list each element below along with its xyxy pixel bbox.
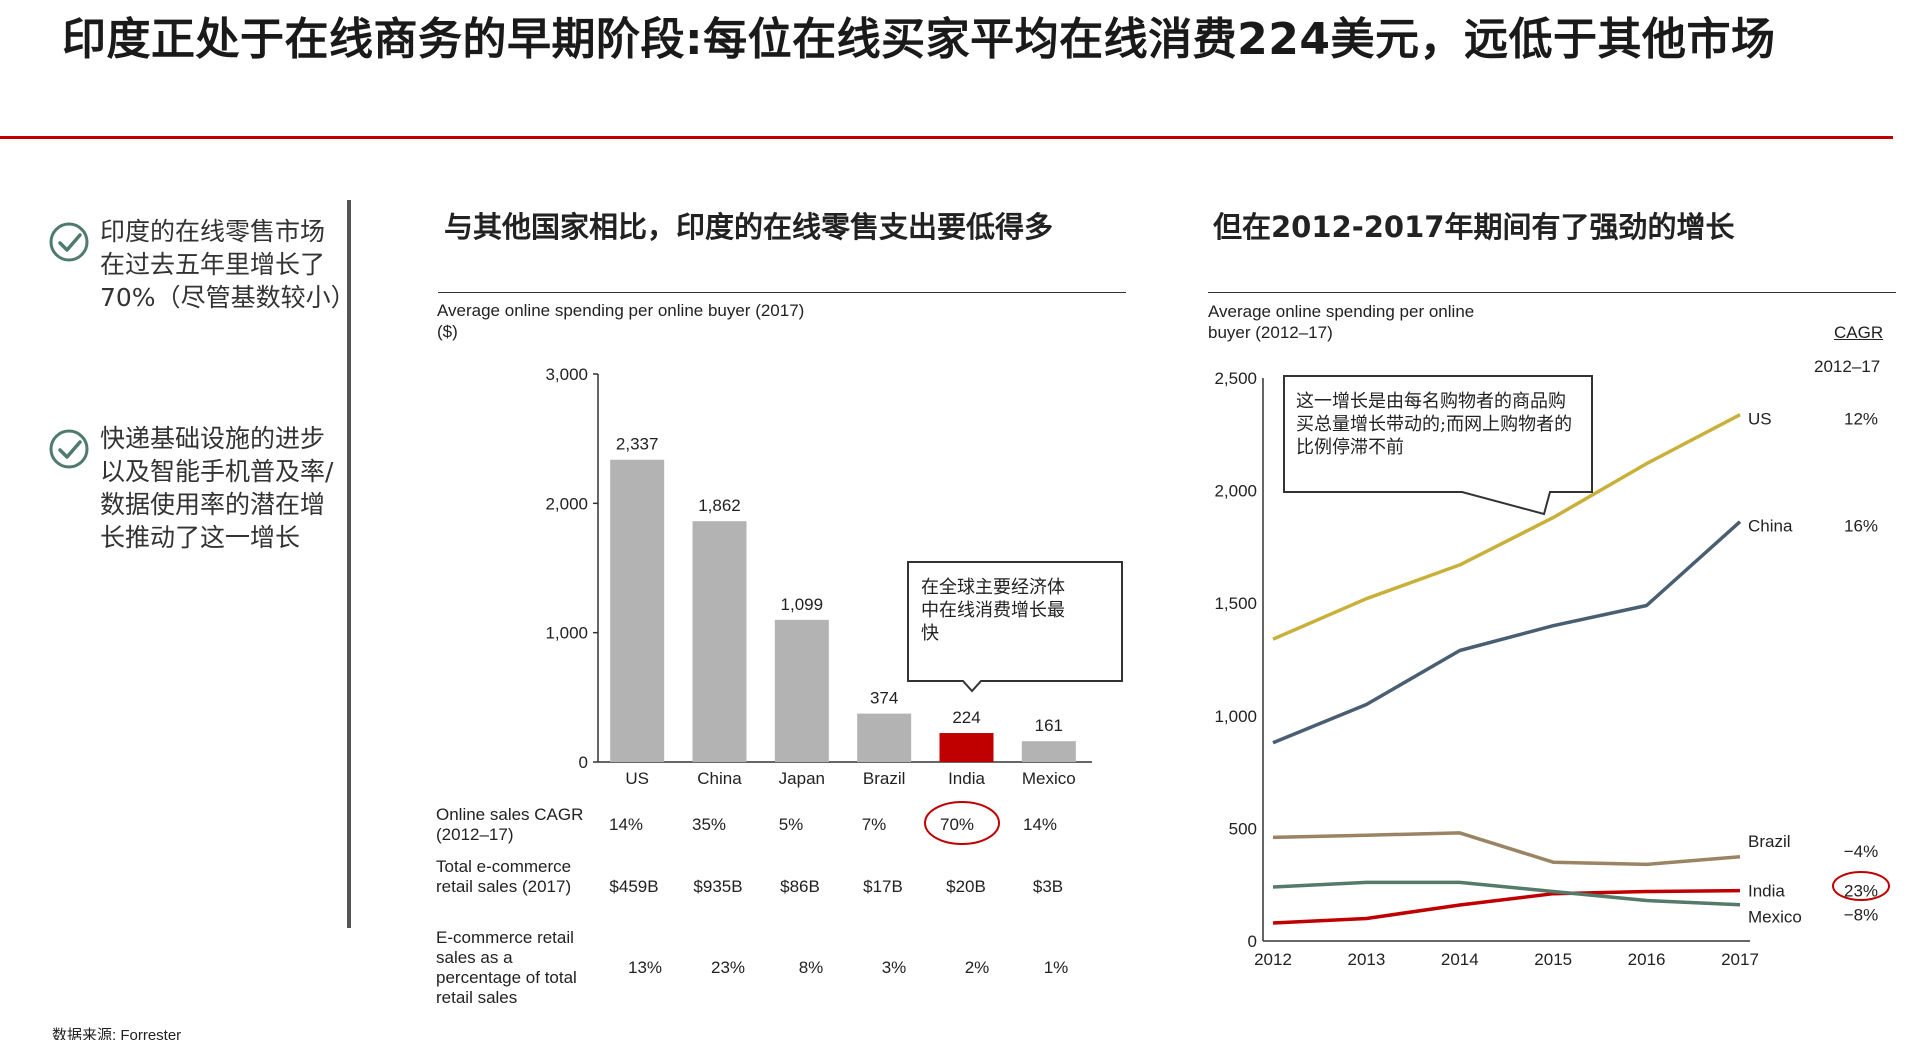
x-tick-label: Mexico: [1022, 769, 1076, 788]
key-points-panel: 印度的在线零售市场在过去五年里增长了70%（尽管基数较小） 快递基础设施的进步以…: [48, 215, 356, 554]
bar-value-label: 1,862: [698, 496, 741, 515]
source-note: 数据来源: Forrester: [52, 1027, 182, 1040]
series-line-india: [1272, 888, 1741, 925]
x-tick-label: 2013: [1347, 950, 1385, 969]
bar-value-label: 374: [870, 689, 898, 708]
table-cell: $935B: [693, 877, 743, 896]
cagr-period: 2012–17: [1814, 357, 1881, 376]
table-cell: 35%: [691, 815, 727, 834]
bar-value-label: 161: [1035, 716, 1063, 735]
bar: [692, 521, 747, 762]
series-line-us: [1272, 413, 1741, 641]
bar: [857, 713, 912, 762]
x-tick-label: Japan: [779, 769, 825, 788]
x-tick-label: 2012: [1254, 950, 1292, 969]
key-point: 印度的在线零售市场在过去五年里增长了70%（尽管基数较小）: [48, 215, 356, 314]
bar-callout-text: 在全球主要经济体中在线消费增长最快: [921, 577, 1065, 644]
series-line-brazil: [1272, 831, 1741, 867]
y-tick-label: 3,000: [545, 365, 588, 384]
key-point: 快递基础设施的进步以及智能手机普及率/数据使用率的潜在增长推动了这一增长: [48, 422, 348, 554]
line-callout-text: 这一增长是由每名购物者的商品购买总量增长带动的;而网上购物者的比例停滞不前: [1296, 391, 1573, 458]
table-row-label: Online sales CAGR (2012–17): [436, 805, 584, 844]
highlight-ellipse: [924, 801, 1000, 845]
bar-value-label: 2,337: [616, 435, 659, 454]
bar-value-label: 1,099: [781, 595, 824, 614]
table-cell: $86B: [780, 877, 820, 896]
key-point-text: 快递基础设施的进步以及智能手机普及率/数据使用率的潜在增长推动了这一增长: [100, 424, 334, 552]
y-tick-label: 500: [1229, 819, 1257, 838]
table-cell: 3%: [881, 958, 907, 977]
bar: [610, 459, 665, 762]
table-cell: 14%: [608, 815, 644, 834]
line-chart-subtitle: Average online spending per online: [1208, 302, 1475, 321]
series-cagr: 12%: [1844, 410, 1878, 429]
bar: [939, 733, 994, 762]
key-point-text: 印度的在线零售市场在过去五年里增长了70%（尽管基数较小）: [100, 217, 356, 312]
table-cell: 7%: [861, 815, 887, 834]
table-cell: $17B: [863, 877, 903, 896]
series-label: US: [1748, 410, 1772, 429]
x-tick-label: 2017: [1721, 950, 1759, 969]
bar-chart-unit: ($): [437, 322, 458, 341]
bar-section-rule: [438, 292, 1126, 293]
y-tick-label: 1,000: [1214, 707, 1257, 726]
bar: [774, 619, 829, 762]
table-cell: 2%: [964, 958, 990, 977]
table-cell: $459B: [609, 877, 659, 896]
line-section-rule: [1208, 292, 1896, 293]
panel-divider: [347, 200, 351, 928]
check-circle-icon: [49, 429, 89, 469]
check-circle-icon: [49, 222, 89, 262]
x-tick-label: Brazil: [863, 769, 906, 788]
bar-value-label: 224: [952, 708, 980, 727]
series-line-china: [1272, 520, 1742, 745]
table-cell: 23%: [710, 958, 746, 977]
bar-chart-subtitle: Average online spending per online buyer…: [437, 301, 805, 320]
page-title: 印度正处于在线商务的早期阶段:每位在线买家平均在线消费224美元，远低于其他市场: [62, 14, 1776, 65]
series-label: India: [1748, 882, 1785, 901]
series-cagr: 23%: [1844, 882, 1878, 901]
y-tick-label: 2,500: [1214, 369, 1257, 388]
table-cell: 5%: [778, 815, 804, 834]
table-cell: 1%: [1043, 958, 1069, 977]
x-tick-label: 2014: [1441, 950, 1479, 969]
bar-callout-box: [907, 561, 1123, 693]
series-label: China: [1748, 517, 1793, 536]
x-tick-label: India: [948, 769, 985, 788]
line-chart-subtitle: buyer (2012–17): [1208, 323, 1333, 342]
series-line-mexico: [1272, 880, 1741, 907]
table-row-label: Total e-commerce retail sales (2017): [436, 857, 572, 896]
table-row-label: E-commerce retail sales as a percentage …: [436, 928, 577, 1007]
bar: [1021, 741, 1076, 762]
cagr-header: CAGR: [1834, 323, 1884, 342]
x-tick-label: 2015: [1534, 950, 1572, 969]
series-cagr: −4%: [1844, 842, 1879, 861]
table-cell: 13%: [627, 958, 663, 977]
line-section-heading: 但在2012-2017年期间有了强劲的增长: [1213, 210, 1735, 244]
x-tick-label: China: [697, 769, 742, 788]
y-tick-label: 0: [579, 753, 588, 772]
table-cell-highlight: 70%: [939, 815, 975, 834]
series-label: Mexico: [1748, 908, 1802, 927]
y-tick-label: 1,500: [1214, 594, 1257, 613]
y-tick-label: 2,000: [1214, 482, 1257, 501]
bar-section-heading: 与其他国家相比，印度的在线零售支出要低得多: [444, 210, 1054, 244]
table-cell: $3B: [1032, 877, 1064, 896]
y-tick-label: 1,000: [545, 624, 588, 643]
cagr-highlight-ellipse: [1832, 871, 1890, 901]
y-tick-label: 2,000: [545, 494, 588, 513]
table-cell: 8%: [798, 958, 824, 977]
table-cell: $20B: [946, 877, 986, 896]
x-tick-label: US: [625, 769, 649, 788]
table-cell: 14%: [1022, 815, 1058, 834]
x-tick-label: 2016: [1628, 950, 1666, 969]
series-cagr: −8%: [1844, 906, 1879, 925]
series-cagr: 16%: [1844, 517, 1878, 536]
title-divider: [0, 136, 1893, 139]
series-label: Brazil: [1748, 832, 1791, 851]
y-tick-label: 0: [1248, 932, 1257, 951]
line-callout-box: [1283, 375, 1593, 516]
